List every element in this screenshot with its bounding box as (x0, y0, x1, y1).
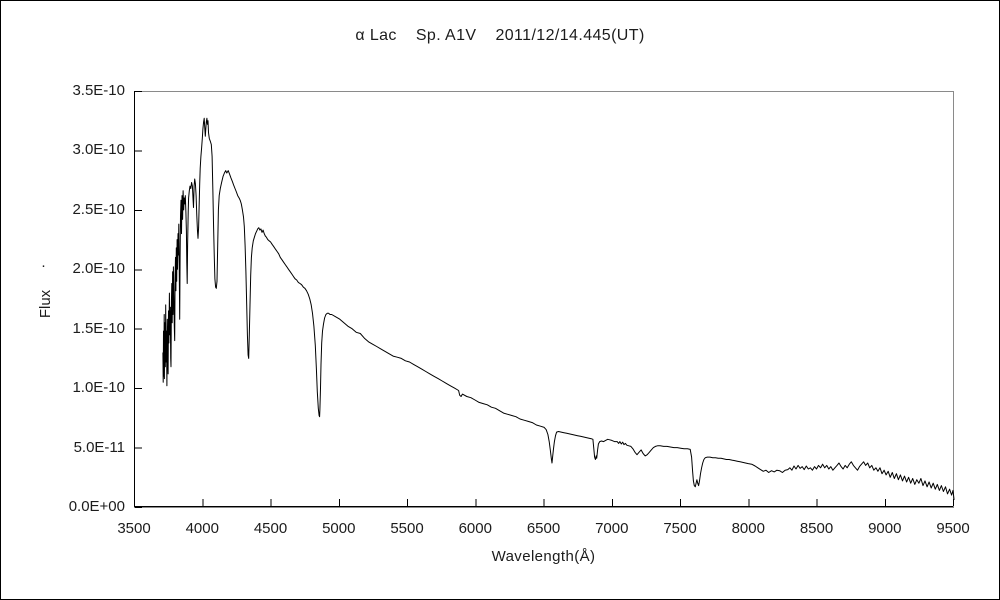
x-tick-label: 7500 (663, 520, 697, 537)
axes-lines (134, 91, 953, 507)
y-tick-label: 0.0E+00 (68, 498, 125, 515)
plot-area (134, 91, 954, 508)
title-observation-date: 2011/12/14.445(UT) (495, 27, 645, 44)
chart-title: α Lac Sp. A1V 2011/12/14.445(UT) (1, 27, 999, 45)
x-tick-label: 4000 (185, 520, 219, 537)
x-axis-title: Wavelength(Å) (491, 548, 596, 565)
x-tick-label: 6000 (458, 520, 492, 537)
y-tick-label: 1.0E-10 (72, 379, 125, 397)
y-tick-label: 3.0E-10 (72, 141, 125, 159)
x-tick-label: 3500 (117, 520, 151, 537)
y-tick-label: 2.5E-10 (72, 200, 125, 218)
y-tick-label: 2.0E-10 (72, 260, 125, 278)
x-tick-label: 5500 (390, 520, 424, 537)
dot-artifact: · (41, 257, 46, 274)
y-tick-label: 5.0E-11 (73, 438, 125, 456)
x-tick-label: 6500 (526, 520, 561, 537)
spectrum-line (162, 117, 955, 500)
x-tick-label: 8000 (731, 520, 765, 537)
x-tick-label: 9500 (936, 520, 970, 537)
title-spectral-type: Sp. A1V (415, 27, 477, 44)
y-tick-label: 3.5E-10 (72, 82, 125, 99)
x-tick-label: 5000 (322, 520, 356, 537)
x-tick-label: 9000 (868, 520, 902, 537)
y-tick-label: 1.5E-10 (72, 319, 125, 337)
x-tick-label: 8500 (799, 520, 834, 537)
title-star-name: α Lac (355, 27, 397, 44)
x-tick-label: 7000 (595, 520, 629, 537)
x-tick-label: 4500 (253, 520, 288, 537)
